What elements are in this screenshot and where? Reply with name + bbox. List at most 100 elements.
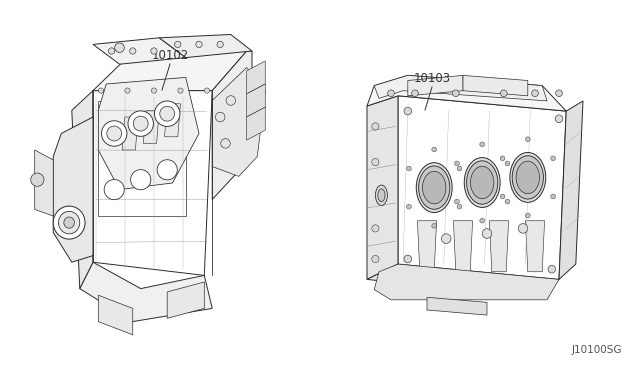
Polygon shape <box>167 282 204 318</box>
Ellipse shape <box>464 158 500 208</box>
Polygon shape <box>122 117 138 150</box>
Circle shape <box>372 158 379 166</box>
Ellipse shape <box>419 166 450 209</box>
Circle shape <box>406 166 412 171</box>
Circle shape <box>404 107 412 115</box>
Polygon shape <box>80 262 212 322</box>
Ellipse shape <box>512 156 543 199</box>
Ellipse shape <box>470 166 494 199</box>
Polygon shape <box>398 96 566 279</box>
Polygon shape <box>99 77 199 190</box>
Circle shape <box>221 139 230 148</box>
Circle shape <box>226 96 236 105</box>
Circle shape <box>217 41 223 48</box>
Circle shape <box>175 41 181 48</box>
Polygon shape <box>453 221 472 272</box>
Polygon shape <box>367 76 566 111</box>
Circle shape <box>442 234 451 243</box>
Circle shape <box>412 90 419 97</box>
Circle shape <box>432 223 436 228</box>
Circle shape <box>131 170 151 190</box>
Circle shape <box>216 112 225 122</box>
Ellipse shape <box>53 206 85 239</box>
Polygon shape <box>93 38 186 64</box>
Ellipse shape <box>58 211 80 234</box>
Circle shape <box>99 88 104 93</box>
Circle shape <box>548 265 556 273</box>
Ellipse shape <box>378 189 385 202</box>
Polygon shape <box>490 221 509 272</box>
Circle shape <box>406 204 412 209</box>
Circle shape <box>178 88 183 93</box>
Ellipse shape <box>376 185 387 205</box>
Circle shape <box>372 225 379 232</box>
Circle shape <box>151 48 157 54</box>
Polygon shape <box>212 51 252 199</box>
Circle shape <box>204 88 210 93</box>
Circle shape <box>129 48 136 54</box>
Circle shape <box>556 90 563 97</box>
Ellipse shape <box>510 153 546 202</box>
Circle shape <box>102 121 127 146</box>
Polygon shape <box>212 67 265 176</box>
Circle shape <box>457 204 462 209</box>
Circle shape <box>160 106 175 121</box>
Circle shape <box>372 256 379 263</box>
Circle shape <box>505 199 510 204</box>
Ellipse shape <box>516 161 540 194</box>
Polygon shape <box>367 96 398 279</box>
Polygon shape <box>525 221 545 272</box>
Polygon shape <box>164 104 180 137</box>
Polygon shape <box>417 221 436 272</box>
Circle shape <box>125 88 130 93</box>
Circle shape <box>482 229 492 238</box>
Circle shape <box>454 199 460 204</box>
Text: 10102: 10102 <box>152 49 189 62</box>
Circle shape <box>500 156 505 161</box>
Text: 10103: 10103 <box>413 72 451 85</box>
Ellipse shape <box>416 163 452 212</box>
Circle shape <box>196 41 202 48</box>
Circle shape <box>550 156 556 161</box>
Circle shape <box>550 194 556 199</box>
Polygon shape <box>427 297 487 315</box>
Circle shape <box>525 213 530 218</box>
Circle shape <box>500 90 507 97</box>
Circle shape <box>555 115 563 123</box>
Polygon shape <box>99 295 132 335</box>
Ellipse shape <box>467 161 498 204</box>
Circle shape <box>518 224 528 233</box>
Circle shape <box>157 160 177 180</box>
Circle shape <box>128 111 154 136</box>
Circle shape <box>452 90 459 97</box>
Polygon shape <box>246 61 265 94</box>
Polygon shape <box>159 35 252 58</box>
Polygon shape <box>374 76 547 101</box>
Ellipse shape <box>422 171 446 204</box>
Polygon shape <box>367 264 559 297</box>
Polygon shape <box>72 91 93 289</box>
Circle shape <box>107 126 122 141</box>
Circle shape <box>133 116 148 131</box>
Circle shape <box>432 147 436 152</box>
Circle shape <box>457 166 462 171</box>
Ellipse shape <box>64 217 74 228</box>
Polygon shape <box>143 110 159 143</box>
Circle shape <box>532 90 538 97</box>
Circle shape <box>104 180 124 200</box>
Polygon shape <box>246 84 265 117</box>
Polygon shape <box>93 44 246 91</box>
Polygon shape <box>246 107 265 140</box>
Polygon shape <box>559 101 583 279</box>
Circle shape <box>151 88 157 93</box>
Polygon shape <box>374 264 559 300</box>
Circle shape <box>454 161 460 166</box>
Circle shape <box>31 173 44 186</box>
Circle shape <box>404 255 412 263</box>
Polygon shape <box>93 91 212 275</box>
Circle shape <box>505 161 510 166</box>
Circle shape <box>480 218 484 223</box>
Text: J10100SG: J10100SG <box>572 345 622 355</box>
Polygon shape <box>99 100 186 216</box>
Circle shape <box>372 123 379 130</box>
